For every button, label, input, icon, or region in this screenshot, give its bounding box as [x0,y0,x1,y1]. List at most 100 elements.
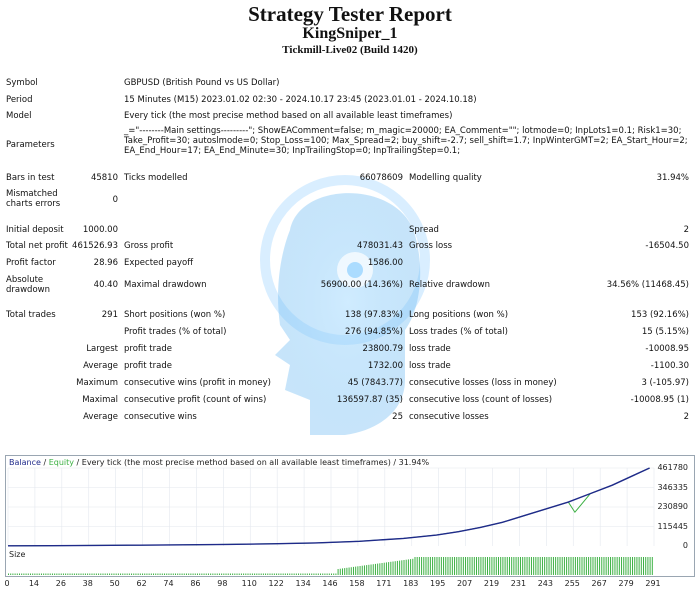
size-bar [166,573,168,575]
size-bar [394,561,396,575]
period-label: Period [6,95,33,105]
size-bar [465,557,467,575]
size-bar [502,557,504,575]
size-bar [214,573,216,575]
size-bar [579,557,581,575]
size-bar [218,573,220,575]
balance-plot [7,467,655,547]
size-bar [484,557,486,575]
y-tick-label: 461780 [657,463,688,472]
short-label: Short positions (won %) [124,310,226,320]
size-bar [537,557,539,575]
size-bar [445,557,447,575]
x-tick-label: 26 [55,579,66,588]
size-bar [205,573,207,575]
abs-dd-value: 40.40 [93,280,118,290]
size-bar [82,573,84,575]
size-bar [117,573,119,575]
size-bar [203,573,205,575]
size-bar [34,573,36,575]
size-bar [243,573,245,575]
long-value: 153 (92.16%) [631,310,689,320]
size-bar [194,573,196,575]
size-bar [559,557,561,575]
size-bar [69,573,71,575]
size-bar [155,573,157,575]
size-bar [588,557,590,575]
size-bar [27,573,29,575]
size-bar [513,557,515,575]
size-bar [150,573,152,575]
size-bar [425,557,427,575]
size-bar [625,557,627,575]
size-bar [14,573,16,575]
size-bar [636,557,638,575]
size-bar [410,559,412,575]
size-bar [137,573,139,575]
size-bar [495,557,497,575]
size-bar [104,573,106,575]
size-bar [447,557,449,575]
size-bar [10,573,12,575]
size-bar [324,573,326,575]
largest-profit-value: 23800.79 [362,344,403,354]
size-bar [357,566,359,575]
size-bar [434,557,436,575]
size-bar [651,557,653,575]
size-bar [196,573,198,575]
size-bar [618,557,620,575]
size-bar [381,563,383,575]
parameters-value: _="--------Main settings---------"; Show… [124,126,688,156]
payoff-label: Expected payoff [124,258,194,268]
maximal-loss-label: consecutive loss (count of losses) [409,395,553,405]
size-bar [157,573,159,575]
quality-label: Modelling quality [409,173,482,183]
deposit-value: 1000.00 [82,225,118,235]
size-bar [58,573,60,575]
size-bar [238,573,240,575]
ticks-value: 66078609 [359,173,403,183]
x-tick-label: 291 [645,579,661,588]
size-bar [293,573,295,575]
size-bar [361,565,363,575]
size-plot [8,557,653,575]
size-bar [634,557,636,575]
x-tick-label: 231 [510,579,527,588]
size-bar [322,573,324,575]
size-bar [251,573,253,575]
size-bar [306,573,308,575]
size-bar [500,557,502,575]
x-tick-label: 110 [241,579,257,588]
size-bar [161,573,163,575]
size-bar [300,573,302,575]
size-bar [73,573,75,575]
size-bar [601,557,603,575]
short-value: 138 (97.83%) [345,310,403,320]
size-bar [225,573,227,575]
size-bar [590,557,592,575]
size-bar [460,557,462,575]
size-bar [139,573,141,575]
quality-value: 31.94% [656,173,689,183]
size-bar [291,573,293,575]
size-bar [181,573,183,575]
size-bar [12,573,14,575]
size-bar [555,557,557,575]
size-bar [517,557,519,575]
size-bar [120,573,122,575]
size-bar [627,557,629,575]
size-bar [421,557,423,575]
size-bar [632,557,634,575]
size-bar [174,573,176,575]
size-bar [247,573,249,575]
avg-wins-value: 25 [392,412,403,422]
bars-value: 45810 [90,173,118,183]
size-bar [504,557,506,575]
size-bar [557,557,559,575]
size-bar [262,573,264,575]
gross-loss-label: Gross loss [409,241,453,251]
y-tick-label: 115445 [657,521,688,531]
size-bar [370,564,372,575]
maximal-label: Maximal [82,395,118,405]
size-bar [192,573,194,575]
